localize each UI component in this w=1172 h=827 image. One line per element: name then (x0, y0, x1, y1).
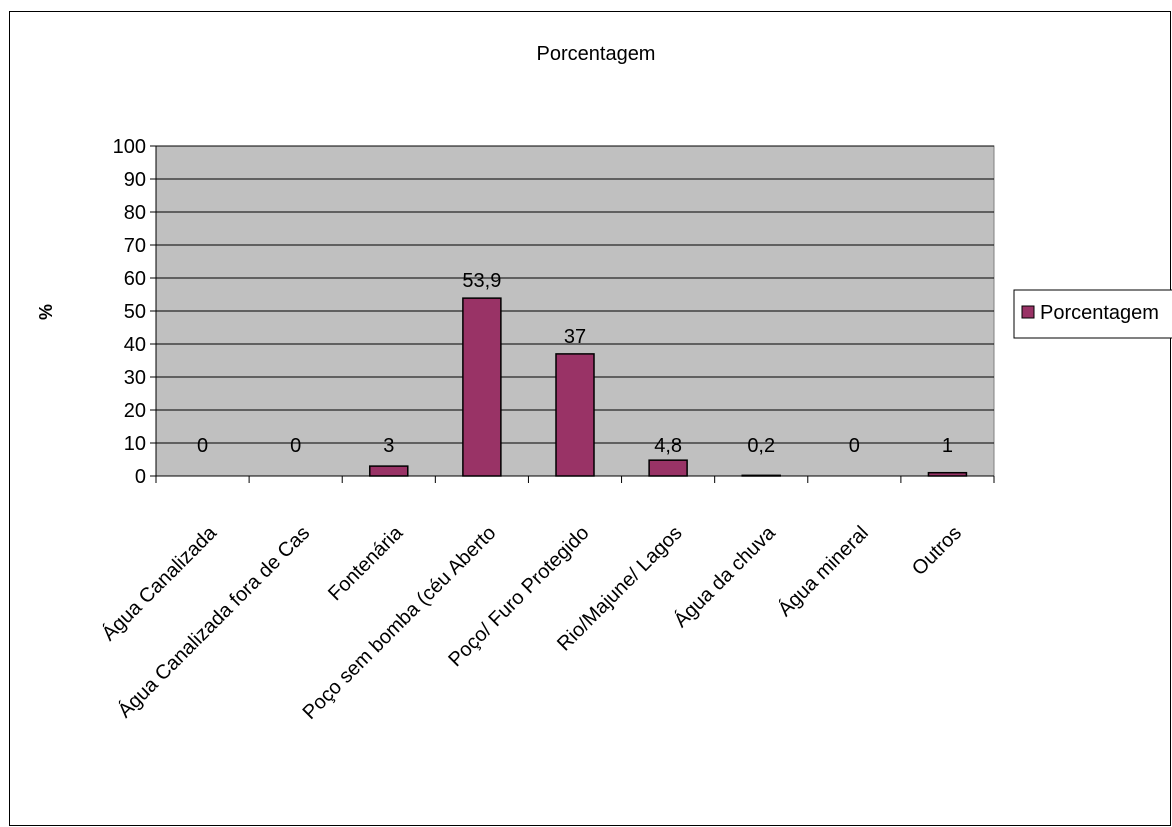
data-label: 0,2 (747, 435, 775, 457)
legend-swatch (1021, 305, 1035, 319)
bar (555, 353, 595, 477)
legend-box (1013, 289, 1172, 339)
chart-title: Porcentagem (537, 43, 656, 65)
y-tick-label: 70 (124, 235, 146, 257)
bar (462, 297, 502, 477)
y-tick-label: 30 (124, 367, 146, 389)
y-tick-label: 40 (124, 334, 146, 356)
y-tick-label: 60 (124, 268, 146, 290)
bar (741, 474, 781, 477)
x-category-label: Água mineral (773, 521, 873, 621)
bar (369, 465, 409, 477)
legend: Porcentagem (1013, 289, 1172, 339)
y-tick-label: 50 (124, 301, 146, 323)
data-label: 37 (564, 326, 586, 348)
data-label: 1 (942, 435, 953, 457)
x-category-label: Água Canalizada fora de Cas (113, 521, 314, 722)
y-tick-label: 20 (124, 400, 146, 422)
legend-label: Porcentagem (1040, 302, 1159, 324)
x-category-label: Poço sem bomba (céu Aberto (299, 522, 501, 724)
y-tick-label: 10 (124, 433, 146, 455)
data-label: 0 (849, 435, 860, 457)
bar (648, 459, 688, 477)
data-label: 4,8 (654, 435, 682, 457)
y-axis-label: % (36, 304, 56, 320)
y-tick-label: 100 (113, 136, 146, 158)
x-category-label: Fontenária (324, 521, 408, 605)
data-label: 0 (197, 435, 208, 457)
y-tick-label: 90 (124, 169, 146, 191)
data-label: 3 (383, 435, 394, 457)
bar (927, 471, 968, 477)
y-tick-label: 80 (124, 202, 146, 224)
data-label: 53,9 (462, 270, 501, 292)
x-category-label: Outros (908, 522, 966, 580)
data-label: 0 (290, 435, 301, 457)
y-tick-label: 0 (135, 466, 146, 488)
